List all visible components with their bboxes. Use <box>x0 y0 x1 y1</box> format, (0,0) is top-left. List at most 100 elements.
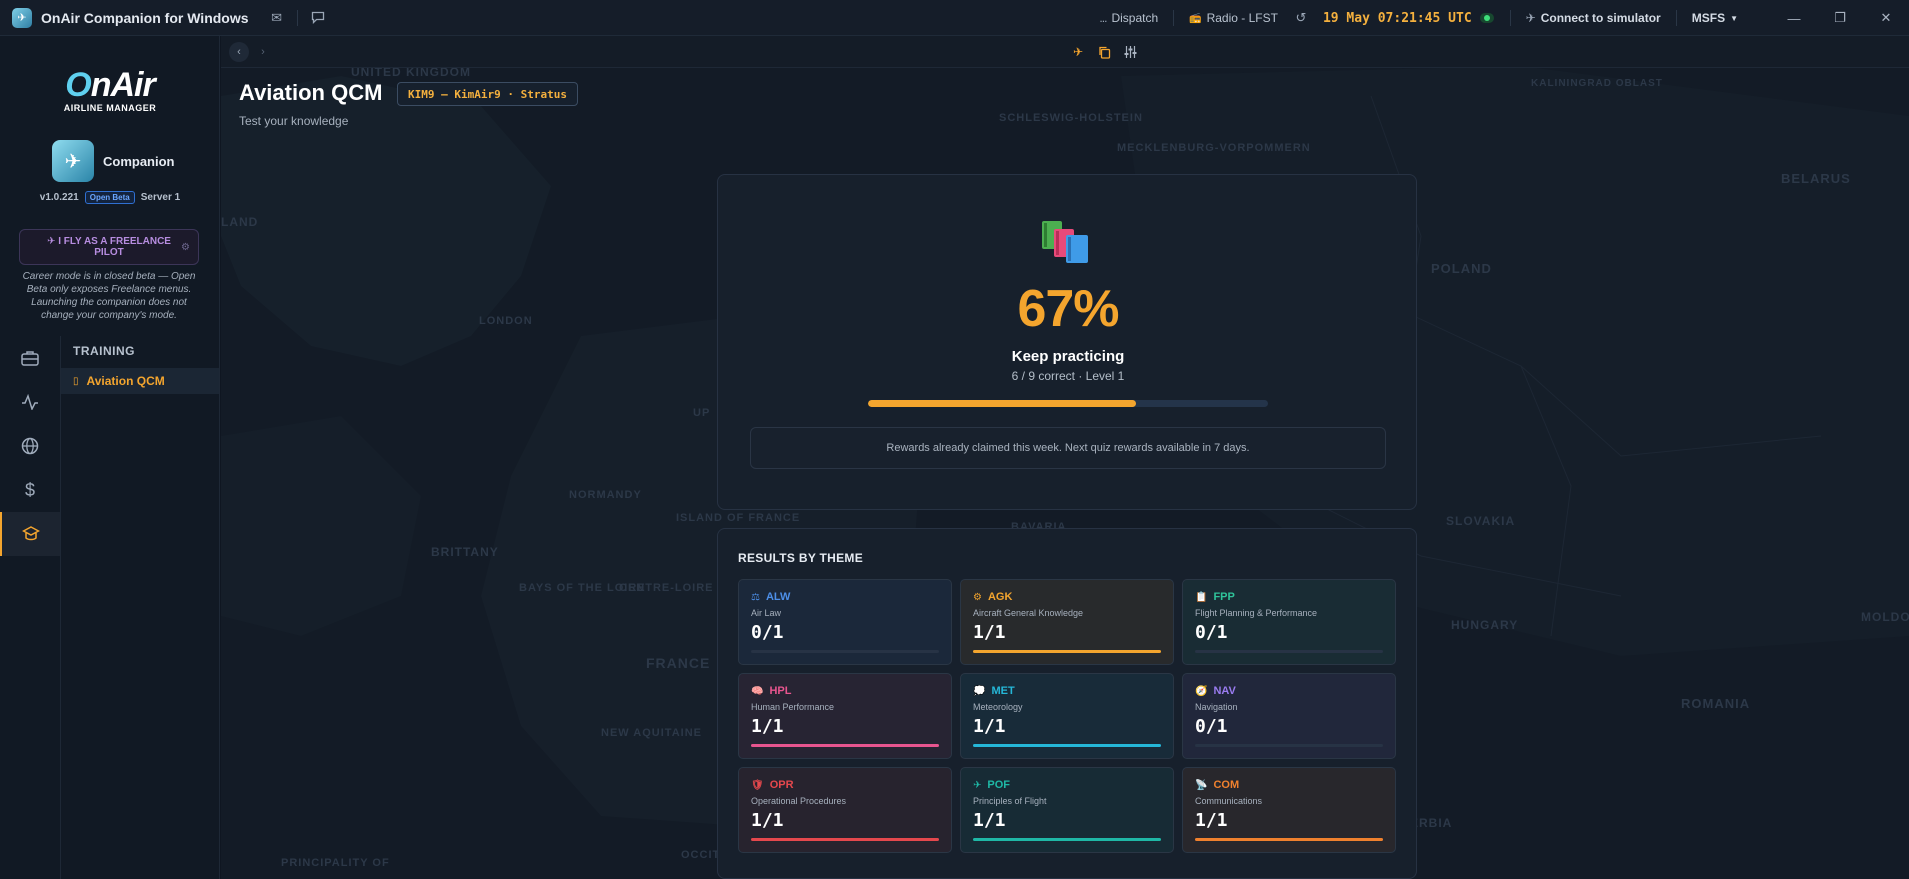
map-label: BAYS OF THE LOIRE <box>519 582 646 594</box>
icon-rail: $ <box>0 336 60 556</box>
theme-code: AGK <box>987 591 1013 603</box>
settings-icon: ⚙ <box>181 242 190 253</box>
divider <box>1675 10 1677 26</box>
freelance-text: I FLY AS A FREELANCE PILOT <box>58 236 171 258</box>
divider <box>296 9 298 26</box>
theme-progress-bar <box>973 650 1161 653</box>
copy-icon[interactable] <box>1093 42 1115 62</box>
companion-name: Companion <box>103 153 175 169</box>
career-mode-note: Career mode is in closed beta — Open Bet… <box>22 271 196 321</box>
map-label: LONDON <box>479 315 533 327</box>
theme-progress-bar <box>751 650 939 653</box>
shield-icon: 🛡 <box>751 779 764 791</box>
theme-score: 0/1 <box>1195 716 1228 737</box>
sliders-icon[interactable] <box>1119 42 1141 62</box>
theme-header: 🛡 OPR <box>751 779 794 791</box>
theme-header: 🧭 NAV <box>1195 685 1236 697</box>
compass-icon: 🧭 <box>1195 685 1208 697</box>
dispatch-button[interactable]: ... Dispatch <box>1090 7 1167 29</box>
chevron-down-icon: ▼ <box>1730 13 1738 23</box>
activity-icon[interactable] <box>0 380 60 424</box>
theme-header: 📡 COM <box>1195 779 1239 791</box>
companion-logo-icon: ✈ <box>52 140 94 182</box>
theme-header: 💭 MET <box>973 685 1015 697</box>
theme-progress-bar <box>1195 650 1383 653</box>
theme-tile-opr[interactable]: 🛡 OPR Operational Procedures 1/1 <box>738 767 952 853</box>
theme-tile-met[interactable]: 💭 MET Meteorology 1/1 <box>960 673 1174 759</box>
refresh-icon[interactable]: ↺ <box>1295 10 1307 25</box>
map-label: MOLDOVA <box>1861 610 1909 624</box>
map-label: MECKLENBURG-VORPOMMERN <box>1117 142 1311 154</box>
map-label: ISLAND OF FRANCE <box>676 512 800 524</box>
close-button[interactable]: ✕ <box>1880 10 1892 25</box>
minimize-button[interactable]: — <box>1787 10 1801 26</box>
theme-tile-agk[interactable]: ⚙ AGK Aircraft General Knowledge 1/1 <box>960 579 1174 665</box>
theme-name: Meteorology <box>973 702 1023 712</box>
title-bar: ✈ OnAir Companion for Windows ✉ ... Disp… <box>0 0 1909 36</box>
theme-tile-com[interactable]: 📡 COM Communications 1/1 <box>1182 767 1396 853</box>
theme-tile-alw[interactable]: ⚖ ALW Air Law 0/1 <box>738 579 952 665</box>
theme-progress-bar <box>973 744 1161 747</box>
brand-logo: OnAir AIRLINE MANAGER <box>0 68 220 113</box>
nav-panel: TRAINING ▯ Aviation QCM <box>60 336 219 879</box>
theme-tile-fpp[interactable]: 📋 FPP Flight Planning & Performance 0/1 <box>1182 579 1396 665</box>
map-label: ROMANIA <box>1681 696 1750 711</box>
radio-button[interactable]: 📻 Radio - LFST <box>1180 7 1287 29</box>
forward-button[interactable]: › <box>261 46 265 58</box>
freelance-mode-button[interactable]: ✈ I FLY AS A FREELANCE PILOT ⚙ <box>19 229 199 265</box>
brand-wordmark: OnAir <box>65 66 155 104</box>
score-percent: 67% <box>1017 280 1119 338</box>
theme-code: COM <box>1213 779 1240 791</box>
theme-name: Communications <box>1195 796 1263 806</box>
toolbar: ‹ › ✈ <box>221 36 1909 68</box>
airline-badge: KIM9 — KimAir9 · Stratus <box>397 82 578 106</box>
theme-name: Flight Planning & Performance <box>1195 608 1318 618</box>
version-text: v1.0.221 <box>39 192 79 203</box>
simulator-select[interactable]: MSFS ▼ <box>1683 7 1747 29</box>
theme-tile-pof[interactable]: ✈ POF Principles of Flight 1/1 <box>960 767 1174 853</box>
briefcase-icon[interactable] <box>0 336 60 380</box>
app-title: OnAir Companion for Windows <box>41 9 249 26</box>
theme-progress-fill <box>973 838 1161 841</box>
back-button[interactable]: ‹ <box>229 42 249 62</box>
dollar-icon[interactable]: $ <box>24 479 35 500</box>
server-text: Server 1 <box>140 192 181 203</box>
restore-button[interactable]: ❐ <box>1834 10 1846 25</box>
themes-heading: RESULTS BY THEME <box>738 551 864 565</box>
plane-icon: ✈ <box>973 779 982 791</box>
theme-score: 1/1 <box>751 810 784 831</box>
theme-score: 1/1 <box>973 716 1006 737</box>
freelance-label: ✈ I FLY AS A FREELANCE PILOT <box>42 236 176 258</box>
simulator-label: MSFS <box>1691 11 1726 25</box>
divider <box>1509 10 1511 26</box>
theme-name: Operational Procedures <box>751 796 847 806</box>
theme-tile-nav[interactable]: 🧭 NAV Navigation 0/1 <box>1182 673 1396 759</box>
theme-code: OPR <box>769 779 794 791</box>
companion-header: ✈ Companion <box>52 140 175 182</box>
plane-icon[interactable]: ✈ <box>1072 45 1084 59</box>
theme-name: Navigation <box>1195 702 1238 712</box>
connect-simulator-button[interactable]: ✈ Connect to simulator <box>1517 7 1670 29</box>
theme-progress-fill <box>751 838 939 841</box>
main-content: UNITED KINGDOM LONDON BRITTANY NORMANDY … <box>221 36 1909 879</box>
globe-icon[interactable] <box>0 424 60 468</box>
dots-icon: ... <box>1099 11 1107 25</box>
score-label: Keep practicing <box>1011 348 1125 365</box>
theme-progress-bar <box>973 838 1161 841</box>
brand-subtitle: AIRLINE MANAGER <box>63 103 157 113</box>
map-label: FRANCE <box>646 655 710 671</box>
mail-icon[interactable]: ✉ <box>271 9 282 25</box>
reward-notice: Rewards already claimed this week. Next … <box>750 427 1386 469</box>
graduation-cap-icon[interactable] <box>0 512 60 556</box>
theme-progress-fill <box>751 744 939 747</box>
theme-code: HPL <box>769 685 792 697</box>
version-row: v1.0.221 Open Beta Server 1 <box>0 191 220 204</box>
map-label: BRITTANY <box>431 545 499 559</box>
nav-item-aviation-qcm[interactable]: ▯ Aviation QCM <box>61 368 219 394</box>
theme-tile-hpl[interactable]: 🧠 HPL Human Performance 1/1 <box>738 673 952 759</box>
theme-code: MET <box>991 685 1015 697</box>
theme-progress-bar <box>1195 838 1383 841</box>
chat-icon[interactable] <box>304 6 332 30</box>
dispatch-label: Dispatch <box>1111 11 1159 25</box>
score-card: 67% Keep practicing 6 / 9 correct · Leve… <box>717 174 1417 510</box>
